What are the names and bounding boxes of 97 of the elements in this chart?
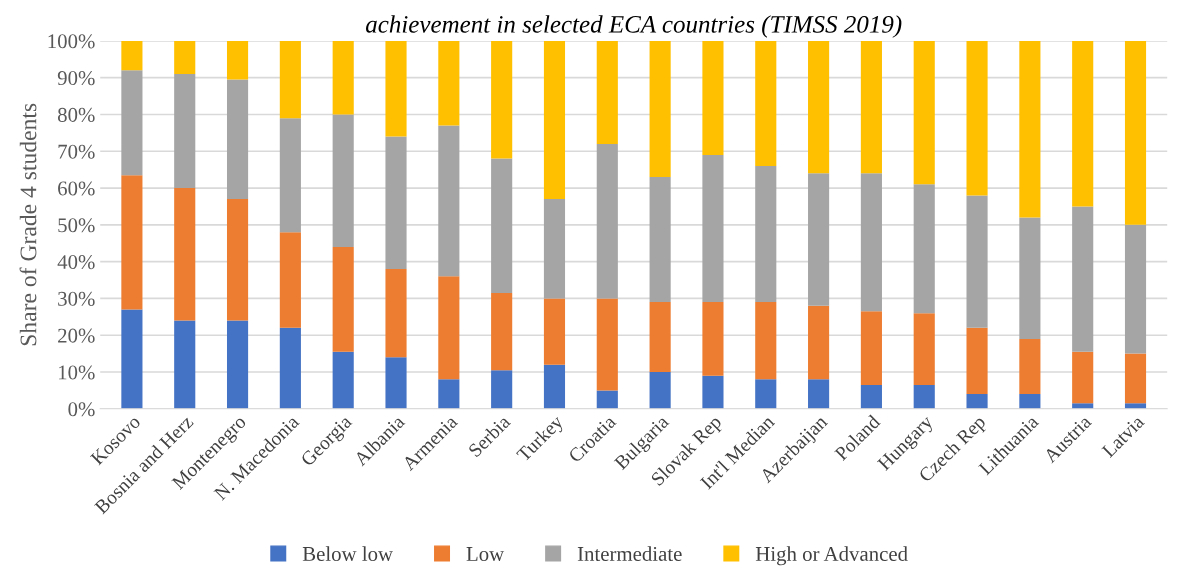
bar [385,357,407,409]
bar [121,40,143,71]
bar [755,165,777,303]
bar [913,184,935,314]
bar [702,302,724,376]
bar [966,40,988,196]
bar [491,292,513,371]
bar [438,379,460,409]
bar [702,154,724,303]
y-tick-label: 10% [59,365,95,380]
bar [1124,403,1147,409]
bar [121,70,143,176]
bar [491,370,513,409]
bar [808,173,830,306]
bar [755,302,777,380]
bar [860,384,882,409]
bar [543,364,566,409]
y-tick-label: 50% [58,218,95,233]
bar [174,73,196,189]
bar [1019,338,1041,395]
y-tick-label: 60% [58,181,95,196]
bar [913,384,935,409]
bar [543,298,566,365]
bar [121,309,143,409]
bar [808,40,830,174]
y-tick-label: 90% [57,71,95,86]
bar [332,246,354,352]
bar [332,351,354,409]
y-tick-label: 0% [68,402,95,417]
y-axis-title: Share of Grade 4 students [19,103,37,346]
bar [279,232,301,328]
bar [808,379,830,409]
bar [755,40,777,166]
bar [860,173,882,312]
bar [1072,40,1094,207]
bar [226,320,249,409]
bar [1124,224,1147,354]
y-tick-label: 70% [58,144,95,159]
bar [913,40,935,185]
bar [702,40,724,155]
bar [174,40,196,74]
bar [1019,394,1041,409]
bar [226,40,249,80]
bar [226,79,249,200]
bar [966,195,988,328]
bar [1124,353,1147,404]
bar [385,40,407,137]
bar [385,136,407,269]
bar [332,40,354,115]
bar [174,320,196,409]
bar [860,40,882,174]
bar [649,40,671,178]
legend-label: Low [466,547,505,561]
bar [966,394,988,409]
bar [385,268,407,358]
legend-label: Intermediate [577,546,682,561]
bar [491,40,513,159]
bar [279,40,301,119]
bar [279,118,301,233]
chart-title: achievement in selected ECA countries (TIMSS 2019) [366,15,902,38]
bar [1124,40,1147,225]
bar [596,143,618,299]
bar [649,302,671,373]
bar [596,298,618,391]
bar [966,327,988,395]
bar [1019,40,1041,218]
legend-label: High or Advanced [755,546,908,566]
bar [279,327,301,409]
bar [121,175,143,310]
legend-label: Below low [302,546,393,561]
y-tick-label: 20% [58,328,95,343]
bar [491,158,513,293]
bar [543,40,566,200]
bar [1072,403,1094,409]
bar [438,276,460,380]
bar [913,313,935,385]
bar [649,177,671,303]
bar [1072,206,1094,352]
bar [332,114,354,247]
bar [596,40,618,144]
bar [596,390,618,409]
bar [226,199,249,321]
bar [174,188,196,321]
y-tick-label: 40% [57,255,95,270]
bar [438,125,460,277]
bar [438,40,460,126]
bar [808,305,830,380]
bar [1072,351,1094,404]
y-tick-label: 100% [48,34,95,49]
bar [702,375,724,409]
y-tick-label: 80% [57,107,95,122]
y-tick-label: 30% [58,291,95,306]
bar [543,199,566,299]
bar [649,372,671,409]
bar [1019,217,1041,339]
bar [755,379,777,409]
bar [860,311,882,385]
